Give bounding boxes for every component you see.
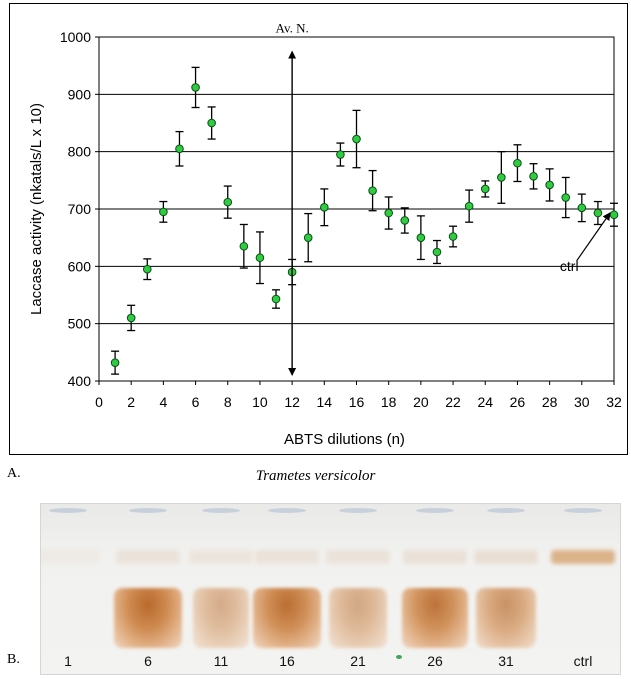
y-tick-label: 1000 (60, 29, 91, 45)
y-tick-label: 700 (68, 201, 92, 217)
data-point (239, 241, 249, 251)
x-tick-label: 32 (606, 394, 622, 410)
gel-well (268, 508, 306, 513)
gel-lane-label: 21 (350, 653, 366, 669)
y-tick-label: 600 (68, 258, 92, 274)
x-tick-label: 16 (349, 394, 365, 410)
data-point (175, 144, 184, 154)
panel-label-a: A. (7, 466, 21, 481)
data-point (223, 197, 233, 207)
data-point (561, 193, 571, 202)
data-point (271, 294, 281, 304)
y-tick-label: 800 (68, 144, 92, 160)
x-tick-label: 28 (542, 394, 558, 410)
data-point (255, 253, 265, 263)
gel-lane-label: 31 (498, 653, 514, 669)
x-tick-label: 20 (413, 394, 429, 410)
gel-well (487, 508, 525, 513)
x-tick-label: 0 (95, 394, 103, 410)
data-point (432, 247, 442, 257)
gel-well (202, 508, 240, 513)
data-point (593, 208, 603, 218)
av-n-label: Av. N. (276, 21, 309, 36)
x-tick-label: 18 (381, 394, 397, 410)
data-point (110, 358, 120, 367)
x-tick-label: 24 (477, 394, 493, 410)
gel-upper-band (326, 550, 390, 564)
data-point (480, 184, 490, 194)
x-tick-label: 12 (284, 394, 300, 410)
x-tick-label: 10 (252, 394, 268, 410)
ctrl-arrow (576, 212, 611, 262)
gel-speck (396, 655, 402, 659)
data-point (577, 203, 587, 213)
x-tick-label: 6 (192, 394, 200, 410)
gel-upper-band (403, 550, 467, 564)
gel-upper-band (474, 550, 538, 564)
gel-activity-band (475, 588, 537, 648)
data-point (609, 210, 619, 220)
x-tick-label: 8 (224, 394, 232, 410)
data-point (142, 264, 152, 274)
gel-upper-band (41, 550, 100, 564)
data-point (464, 201, 474, 211)
gel-upper-band (551, 550, 615, 564)
data-point (303, 233, 313, 242)
data-point (368, 186, 377, 195)
gel-upper-band (116, 550, 180, 564)
gel-activity-band (192, 588, 250, 648)
gel-lane-label: 1 (64, 653, 72, 669)
data-point (400, 216, 410, 225)
x-tick-label: 22 (445, 394, 461, 410)
gel-lane-label: ctrl (573, 653, 593, 669)
gel-well (339, 508, 377, 513)
figure-caption: Trametes versicolor (255, 468, 376, 484)
data-point (448, 232, 458, 241)
gel-lane-label: 6 (144, 653, 152, 669)
data-point (336, 150, 345, 159)
gel-photo: 1 6 11 16 21 26 31 ctrl (40, 503, 621, 675)
data-point (320, 202, 329, 212)
y-tick-label: 400 (68, 373, 92, 389)
x-tick-label: 2 (127, 394, 135, 410)
data-point (513, 158, 522, 168)
data-point (384, 208, 393, 218)
chart-frame (9, 3, 628, 455)
gel-activity-band (329, 588, 387, 648)
gel-well (129, 508, 167, 513)
gel-activity-band (401, 588, 469, 648)
gel-well (49, 508, 87, 513)
y-tick-label: 900 (68, 86, 92, 102)
x-tick-label: 26 (510, 394, 526, 410)
data-point (352, 134, 361, 144)
data-point (126, 313, 136, 323)
gel-upper-band (189, 550, 253, 564)
ctrl-label: ctrl (560, 258, 579, 274)
y-tick-label: 500 (68, 316, 92, 332)
gel-well (416, 508, 454, 513)
data-point (545, 180, 554, 190)
x-tick-label: 14 (317, 394, 333, 410)
gel-well (564, 508, 602, 513)
gel-activity-band (114, 588, 182, 648)
x-tick-label: 4 (159, 394, 167, 410)
data-point (416, 233, 426, 242)
data-point (159, 207, 168, 217)
data-point (529, 172, 538, 181)
gel-lane-label: 11 (213, 653, 229, 669)
gel-activity-band (253, 588, 321, 648)
y-axis-label: Laccase activity (nkatals/L x 10) (28, 103, 45, 315)
data-point (207, 118, 216, 128)
x-tick-label: 30 (574, 394, 590, 410)
data-point (191, 83, 200, 92)
gel-lane-label: 16 (279, 653, 295, 669)
gel-lane-label: 26 (427, 653, 443, 669)
data-point (497, 173, 506, 182)
x-axis-label: ABTS dilutions (n) (284, 431, 405, 448)
gel-upper-band (255, 550, 319, 564)
panel-label-b: B. (7, 652, 20, 667)
